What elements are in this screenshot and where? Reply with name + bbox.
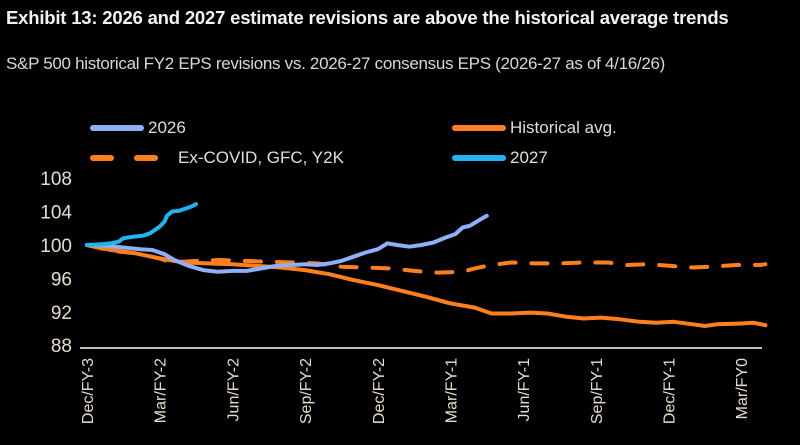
- series-line-ex-covid-gfc-y2k: [85, 243, 768, 275]
- x-tick-label: Jun/FY-2: [225, 358, 242, 422]
- y-tick-label: 100: [40, 236, 72, 257]
- legend-item-historical-avg: Historical avg.: [452, 118, 617, 138]
- legend-swatch-2027: [452, 155, 506, 161]
- x-tick-label: Sep/FY-1: [589, 358, 606, 424]
- x-tick-label: Dec/FY-1: [662, 358, 679, 424]
- series-line-2027: [85, 202, 198, 247]
- legend-label-historical-avg: Historical avg.: [510, 118, 617, 137]
- legend-swatch-historical-avg: [452, 125, 506, 131]
- legend-item-2026: 2026: [90, 118, 186, 138]
- x-tick-label: Sep/FY-2: [298, 358, 315, 424]
- x-tick-label: Mar/FY-2: [153, 358, 170, 423]
- y-tick-label: 104: [40, 203, 72, 224]
- legend-label-ex-covid: Ex-COVID, GFC, Y2K: [178, 148, 344, 167]
- legend-item-2027: 2027: [452, 148, 548, 168]
- legend-label-2027: 2027: [510, 148, 548, 167]
- x-tick-label: Jun/FY-1: [516, 358, 533, 422]
- legend-item-ex-covid: Ex-COVID, GFC, Y2K: [90, 148, 344, 168]
- legend-label-2026: 2026: [148, 118, 186, 137]
- x-tick-label: Dec/FY-3: [80, 358, 97, 424]
- y-tick-label: 88: [51, 336, 72, 357]
- series-line-historical-avg: [85, 243, 768, 328]
- legend-swatch-ex-covid: [90, 155, 158, 161]
- x-tick-label: Mar/FY-1: [443, 358, 460, 423]
- chart-subtitle: S&P 500 historical FY2 EPS revisions vs.…: [6, 54, 665, 73]
- y-tick-label: 92: [51, 303, 72, 324]
- series-line-2026: [85, 213, 489, 274]
- y-tick-label: 108: [40, 169, 72, 190]
- y-tick-label: 96: [51, 269, 72, 290]
- legend-swatch-2026: [90, 125, 144, 131]
- x-tick-label: Dec/FY-2: [371, 358, 388, 424]
- chart-title: Exhibit 13: 2026 and 2027 estimate revis…: [6, 7, 729, 28]
- x-tick-label: Mar/FY0: [734, 358, 751, 419]
